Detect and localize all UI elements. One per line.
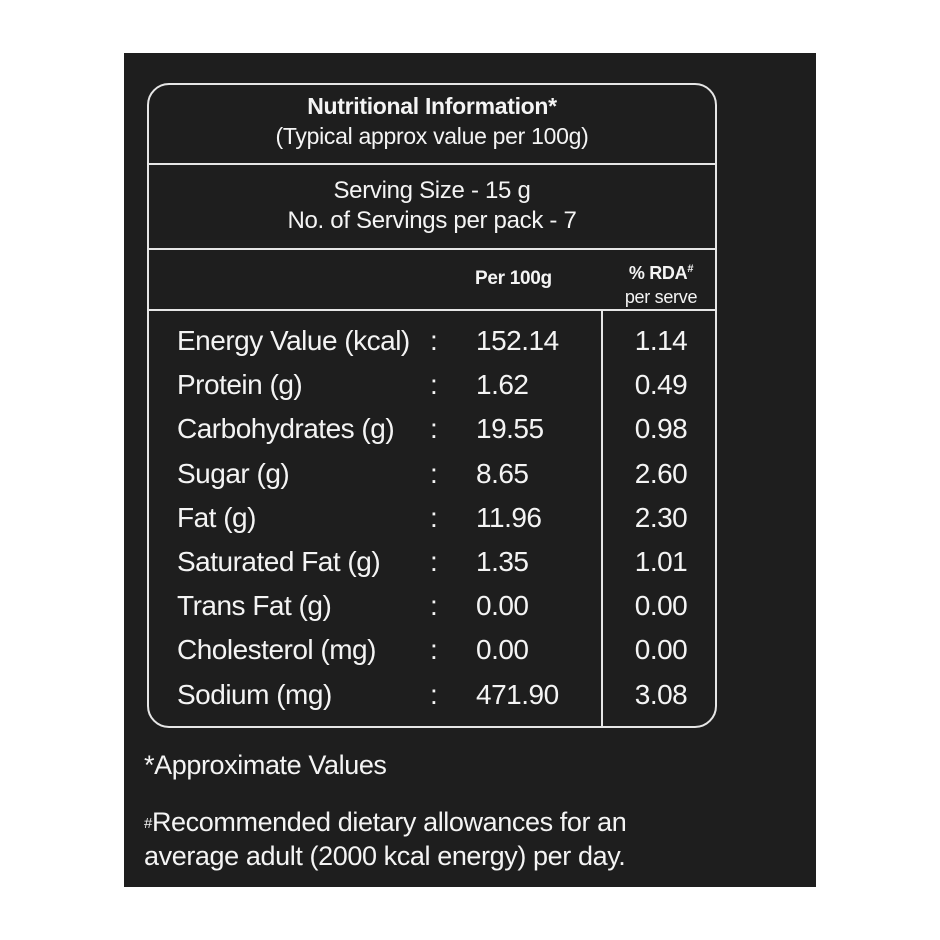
nutrient-name: Sodium (mg)	[177, 678, 332, 710]
rda-value: 0.49	[634, 369, 688, 401]
separator: :	[430, 678, 438, 710]
divider	[149, 248, 715, 250]
separator: :	[430, 545, 438, 577]
column-header-rda: % RDA# per serve	[605, 257, 717, 309]
table-row: Saturated Fat (g) : 1.35 1.01	[149, 546, 715, 590]
nutrient-name: Cholesterol (mg)	[177, 634, 376, 666]
rda-value: 0.00	[634, 634, 688, 666]
table-row: Cholesterol (mg) : 0.00 0.00	[149, 634, 715, 678]
rda-label: % RDA	[628, 263, 688, 283]
divider	[149, 163, 715, 165]
nutrient-rows: Energy Value (kcal) : 152.14 1.14 Protei…	[149, 325, 715, 723]
table-row: Energy Value (kcal) : 152.14 1.14	[149, 325, 715, 369]
rda-value: 0.98	[634, 413, 688, 445]
table-subtitle: (Typical approx value per 100g)	[275, 123, 589, 149]
nutrient-name: Energy Value (kcal)	[177, 325, 410, 356]
per-100g-value: 0.00	[476, 590, 529, 622]
rda-value: 1.01	[634, 545, 688, 577]
footnote-line-1: Recommended dietary allowances for an	[151, 807, 627, 837]
separator: :	[430, 413, 438, 445]
nutrient-name: Saturated Fat (g)	[177, 545, 381, 577]
per-100g-value: 471.90	[476, 678, 559, 710]
nutrition-table: Nutritional Information* (Typical approx…	[147, 83, 717, 728]
rda-footnote: #Recommended dietary allowances for an a…	[144, 805, 804, 873]
separator: :	[430, 501, 438, 533]
nutrient-name: Protein (g)	[177, 369, 303, 401]
per-100g-value: 8.65	[476, 457, 529, 489]
approximate-values-note: *Approximate Values	[144, 750, 387, 780]
per-100g-value: 11.96	[476, 501, 542, 533]
table-row: Carbohydrates (g) : 19.55 0.98	[149, 413, 715, 457]
column-divider	[601, 309, 603, 726]
per-100g-value: 1.62	[476, 369, 529, 401]
rda-value: 1.14	[634, 325, 688, 356]
nutrient-name: Fat (g)	[177, 501, 256, 533]
table-row: Fat (g) : 11.96 2.30	[149, 502, 715, 546]
column-header-per-100g: Per 100g	[475, 268, 552, 289]
separator: :	[430, 325, 438, 356]
per-100g-value: 19.55	[476, 413, 544, 445]
rda-value: 3.08	[634, 678, 688, 710]
table-row: Trans Fat (g) : 0.00 0.00	[149, 590, 715, 634]
table-row: Protein (g) : 1.62 0.49	[149, 369, 715, 413]
per-100g-value: 0.00	[476, 634, 529, 666]
table-title: Nutritional Information*	[307, 93, 557, 119]
rda-sub-label: per serve	[624, 287, 698, 307]
nutrient-name: Sugar (g)	[177, 457, 290, 489]
footnote-line-2: average adult (2000 kcal energy) per day…	[144, 841, 626, 871]
separator: :	[430, 634, 438, 666]
separator: :	[430, 369, 438, 401]
per-100g-value: 152.14	[476, 325, 559, 356]
rda-mark: #	[687, 263, 694, 275]
rda-value: 2.60	[634, 457, 688, 489]
serving-size: Serving Size - 15 g	[333, 177, 531, 204]
nutrient-name: Carbohydrates (g)	[177, 413, 395, 445]
separator: :	[430, 590, 438, 622]
servings-per-pack: No. of Servings per pack - 7	[287, 207, 577, 234]
divider	[149, 309, 715, 311]
separator: :	[430, 457, 438, 489]
per-100g-value: 1.35	[476, 545, 529, 577]
table-row: Sugar (g) : 8.65 2.60	[149, 458, 715, 502]
rda-value: 2.30	[634, 501, 688, 533]
nutrient-name: Trans Fat (g)	[177, 590, 332, 622]
nutrition-panel: Nutritional Information* (Typical approx…	[124, 53, 816, 887]
footnote-mark: #	[144, 815, 152, 832]
rda-value: 0.00	[634, 590, 688, 622]
table-row: Sodium (mg) : 471.90 3.08	[149, 679, 715, 723]
